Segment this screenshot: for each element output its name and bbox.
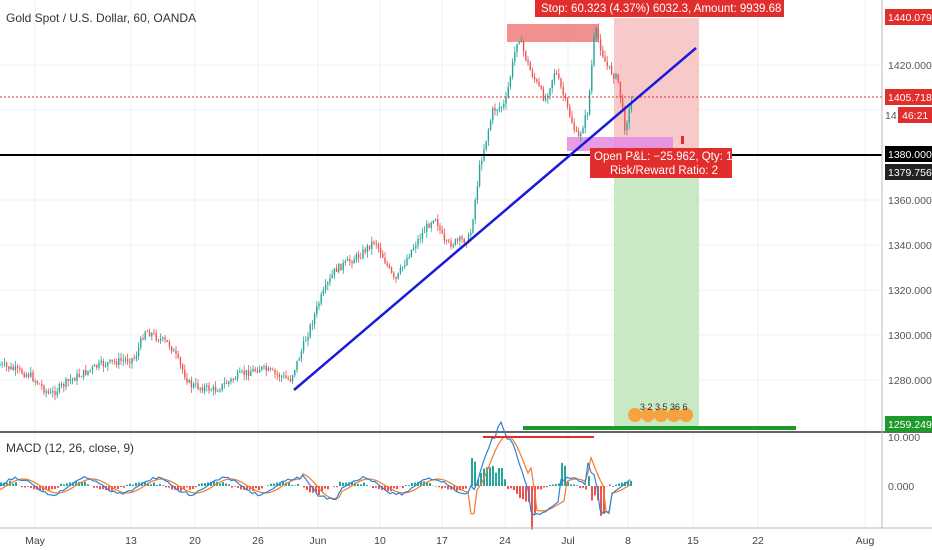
time-tick-label: May <box>25 535 46 547</box>
time-tick-label: Jul <box>561 535 574 547</box>
macd-pane[interactable] <box>0 420 632 530</box>
price-tick-label: 1300.000 <box>888 330 932 342</box>
time-tick-label: Aug <box>856 535 875 547</box>
flag-marker <box>681 136 684 144</box>
price-axis[interactable]: 1420.000 1360.000 1340.000 1320.000 1300.000… <box>888 60 932 387</box>
time-tick-label: 22 <box>752 535 764 547</box>
price-tick-label: 1420.000 <box>888 60 932 72</box>
badge-top-target <box>885 9 932 25</box>
entry-highlight <box>567 137 673 151</box>
pnl-label: Open P&L: −25.962, Qty: 1 <box>594 151 732 163</box>
macd-tick-label: 10.000 <box>888 432 920 444</box>
time-tick-label: 17 <box>436 535 448 547</box>
macd-tick-label: 0.000 <box>888 481 914 493</box>
time-tick-label: 20 <box>189 535 201 547</box>
price-tick-label: 1320.000 <box>888 285 932 297</box>
target-zone[interactable] <box>614 155 699 427</box>
price-candles <box>0 23 633 401</box>
badge-top-target-text: 1440.079 <box>888 12 932 24</box>
price-tick-label: 1280.000 <box>888 375 932 387</box>
macd-axis[interactable]: 10.000 0.000 <box>888 432 920 493</box>
badge-current-line <box>885 164 932 180</box>
badge-stop-text: 1259.249 <box>888 419 932 431</box>
time-tick-label: 15 <box>687 535 699 547</box>
time-tick-label: Jun <box>310 535 327 547</box>
partial-tick: 14 <box>885 110 897 122</box>
time-tick-label: 26 <box>252 535 264 547</box>
badge-stop <box>885 416 932 432</box>
trend-line[interactable] <box>293 47 697 391</box>
time-tick-label: 13 <box>125 535 137 547</box>
time-tick-label: 10 <box>374 535 386 547</box>
stop-label: Stop: 60.323 (4.37%) 6032.3, Amount: 993… <box>541 3 781 15</box>
badge-countdown-text: 46:21 <box>902 110 928 122</box>
badge-last-price <box>885 89 932 105</box>
badge-countdown <box>898 107 932 123</box>
rr-label: Risk/Reward Ratio: 2 <box>610 165 718 177</box>
time-tick-label: 24 <box>499 535 511 547</box>
badge-entry <box>885 146 932 162</box>
badge-current-line-text: 1379.756 <box>888 167 932 179</box>
macd-title: MACD (12, 26, close, 9) <box>6 441 134 455</box>
price-tick-label: 1360.000 <box>888 195 932 207</box>
badge-last-price-text: 1405.718 <box>888 92 932 104</box>
stop-zone[interactable] <box>614 18 699 155</box>
pnl-label-box <box>590 148 732 178</box>
chart-title: Gold Spot / U.S. Dollar, 60, OANDA <box>6 11 196 25</box>
event-markers[interactable]: 3 2 3 5 36 6 <box>628 402 693 422</box>
events-text: 3 2 3 5 36 6 <box>640 402 688 412</box>
time-tick-label: 8 <box>625 535 631 547</box>
time-axis[interactable]: May 13 20 26 Jun 10 17 24 Jul 8 15 22 Aug <box>25 535 874 547</box>
stop-label-box <box>535 0 784 17</box>
badge-entry-text: 1380.000 <box>888 149 932 161</box>
price-tick-label: 1340.000 <box>888 240 932 252</box>
stop-highlight <box>507 24 598 42</box>
